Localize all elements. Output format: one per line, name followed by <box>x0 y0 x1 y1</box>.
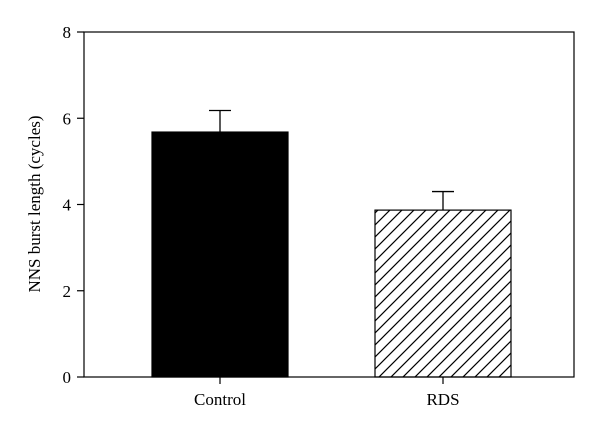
y-tick-label-6: 6 <box>63 109 72 128</box>
plot-area: Control RDS 0 2 4 6 8 <box>63 23 575 409</box>
y-tick-label-2: 2 <box>63 282 72 301</box>
x-tick-label-rds: RDS <box>426 390 459 409</box>
x-tick-label-control: Control <box>194 390 246 409</box>
y-axis-title: NNS burst length (cycles) <box>25 115 44 292</box>
y-tick-label-4: 4 <box>63 196 72 215</box>
bar-control <box>151 131 289 378</box>
y-tick-label-0: 0 <box>63 368 72 387</box>
y-tick-label-8: 8 <box>63 23 72 42</box>
plot-frame <box>83 31 575 378</box>
bar-rds <box>374 209 512 378</box>
